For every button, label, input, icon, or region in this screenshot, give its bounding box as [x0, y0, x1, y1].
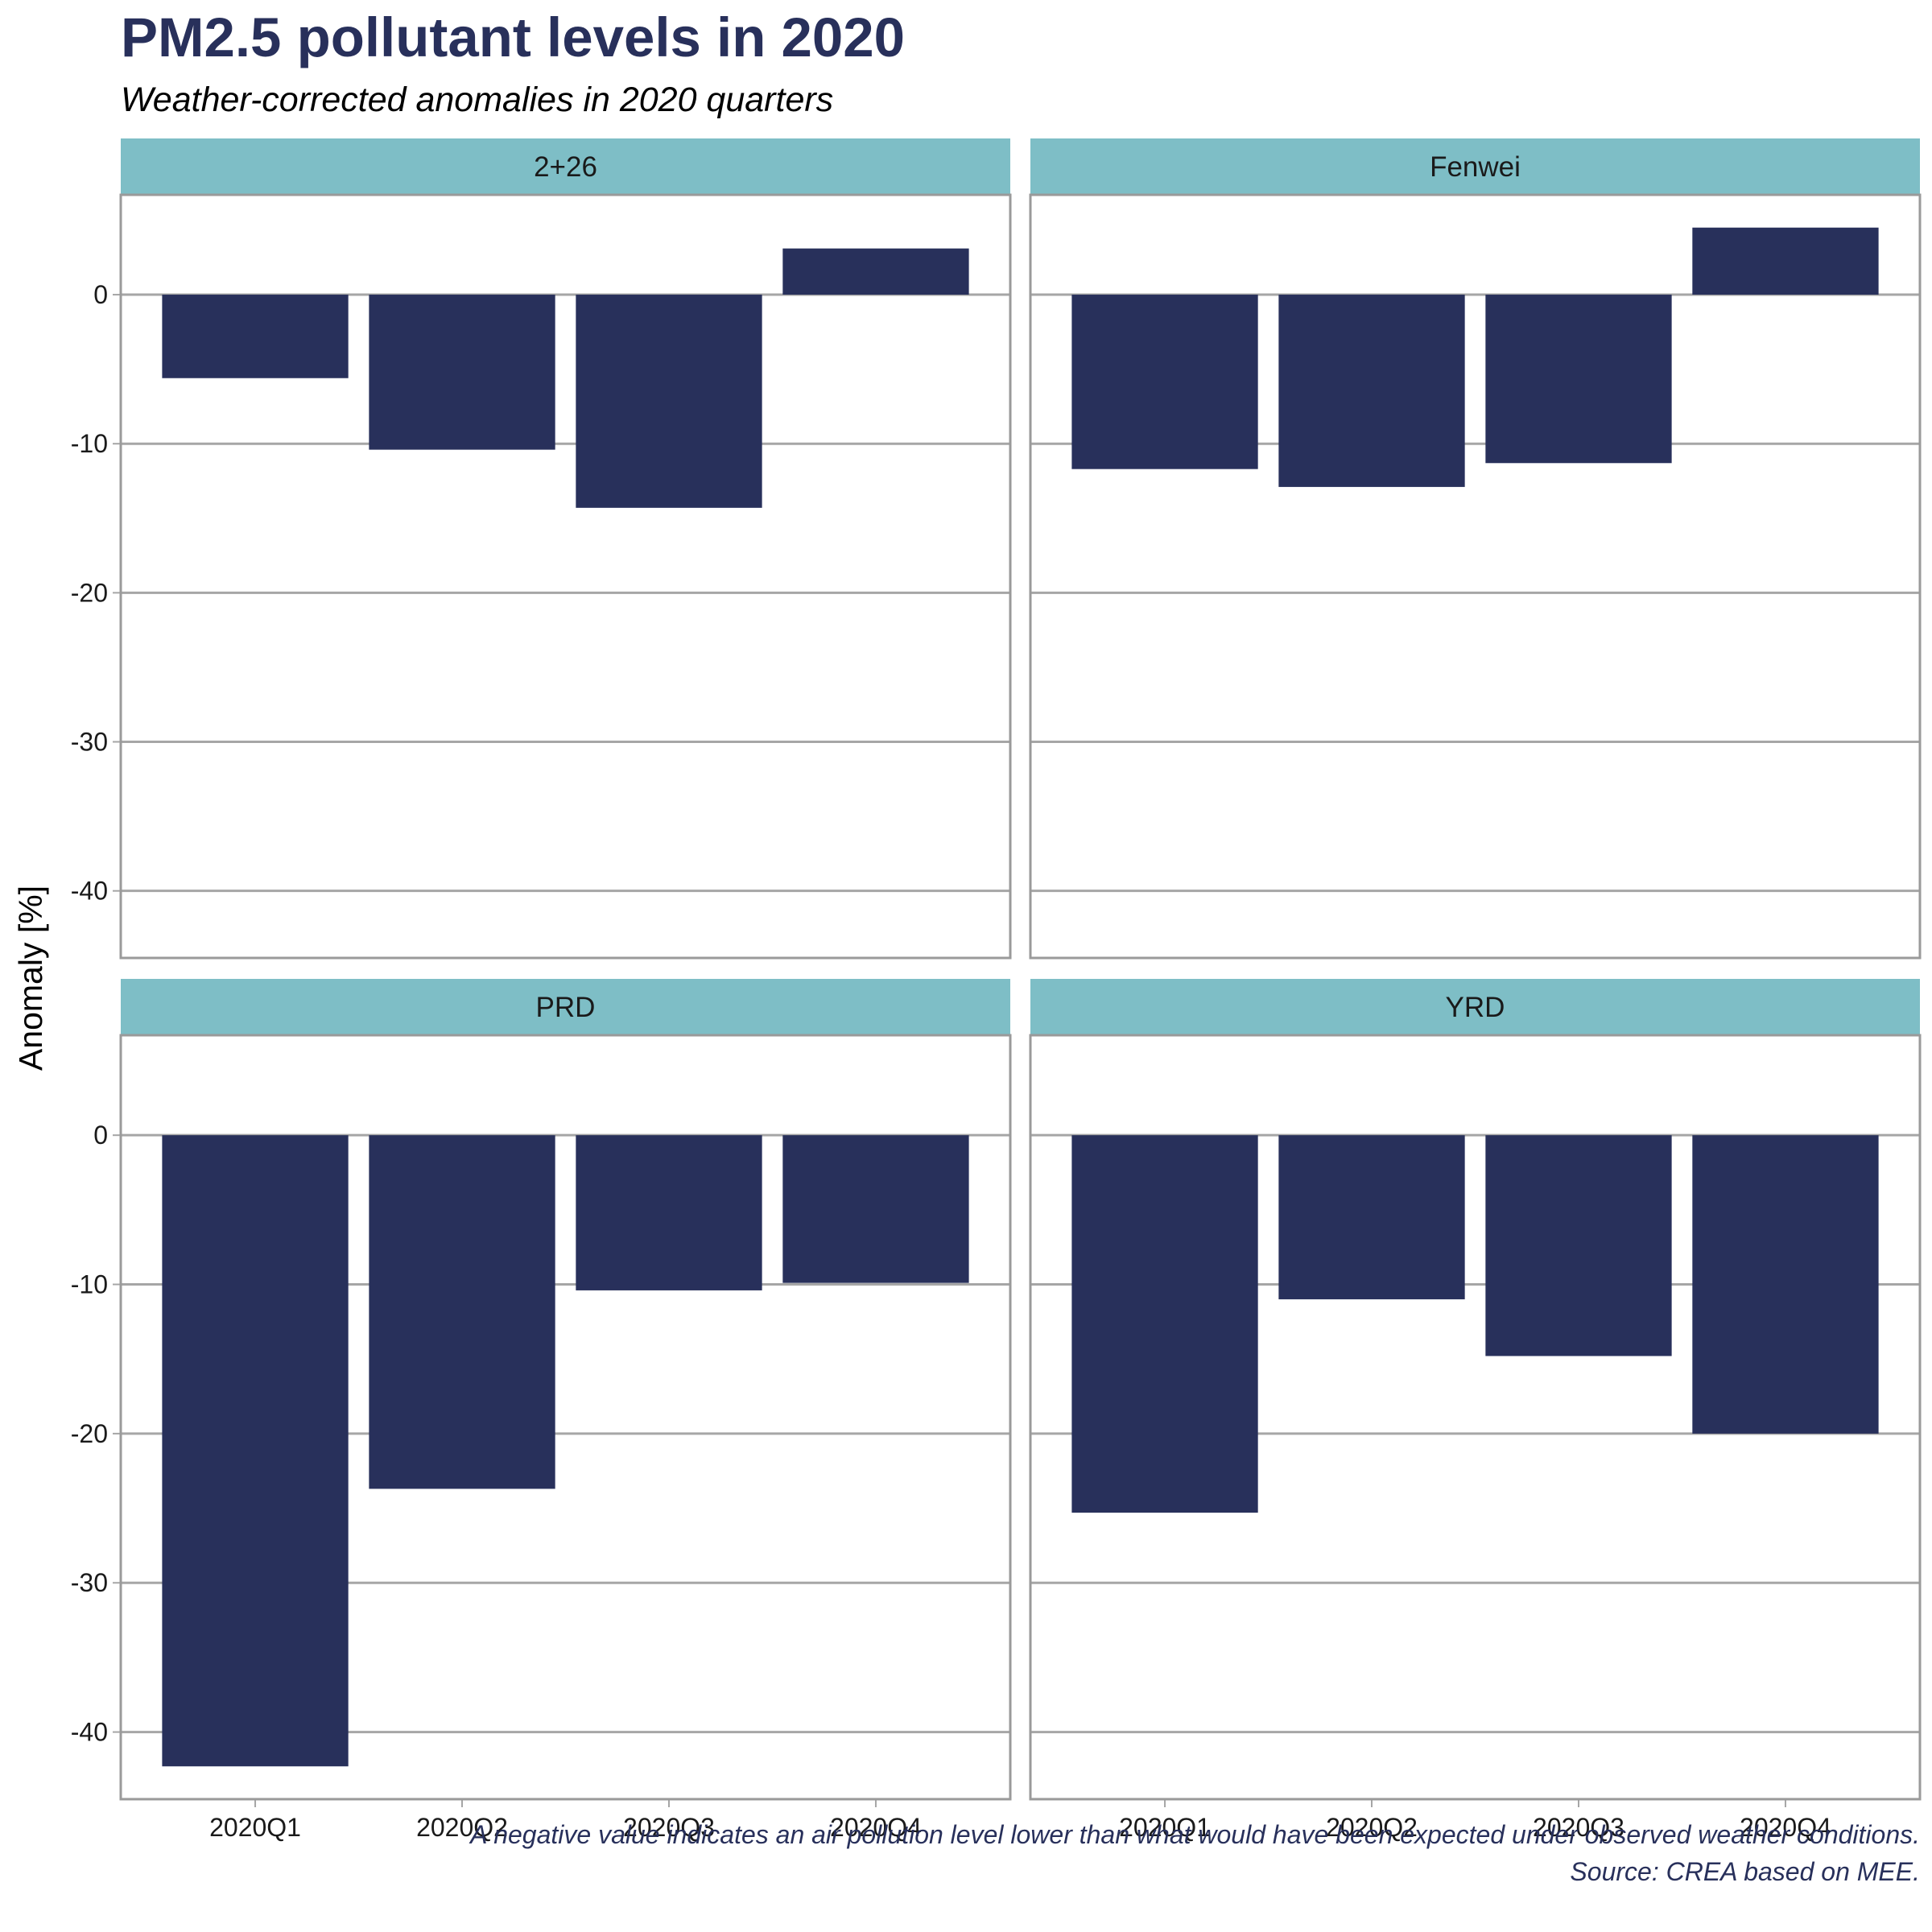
x-tick-label: 2020Q1	[1119, 1813, 1211, 1842]
facet-strip-label: Fenwei	[1430, 151, 1521, 183]
bar-prd-2020q1	[162, 1135, 349, 1767]
bar-yrd-2020q3	[1485, 1135, 1672, 1356]
x-tick-label: 2020Q3	[623, 1813, 715, 1842]
panel-border	[119, 193, 1012, 960]
bar-yrd-2020q4	[1692, 1135, 1879, 1434]
facet-strip	[121, 138, 1010, 195]
y-tick-label: -40	[71, 1718, 108, 1747]
x-tick-label: 2020Q1	[209, 1813, 301, 1842]
facet-strip	[121, 979, 1010, 1035]
facet-strip-label: 2+26	[534, 151, 597, 183]
facet-panels: 2+260-10-20-30-40FenweiPRD0-10-20-30-402…	[71, 138, 1922, 1842]
bar-prd-2020q4	[782, 1135, 969, 1283]
bar-2-26-2020q3	[576, 295, 762, 508]
y-tick-label: -10	[71, 429, 108, 458]
bar-prd-2020q2	[369, 1135, 555, 1489]
chart-title: PM2.5 pollutant levels in 2020	[121, 6, 905, 68]
y-tick-label: -40	[71, 877, 108, 906]
panel-prd: PRD 0 -10 -20 -30 -40 2020Q1 2020Q2 2020Q3 2020Q4	[71, 979, 1012, 1842]
facet-strip-label: YRD	[1446, 992, 1505, 1023]
panel-border	[1029, 193, 1922, 960]
chart-subtitle: Weather-corrected anomalies in 2020 quar…	[121, 80, 833, 119]
panel-border	[119, 1034, 1012, 1801]
x-tick-label: 2020Q4	[830, 1813, 922, 1842]
y-tick-label: -20	[71, 578, 108, 607]
panel-border	[1029, 1034, 1922, 1801]
panel-2-26: 2+26 0 -10 -20 -30 -40	[71, 138, 1012, 960]
x-tick-label: 2020Q4	[1740, 1813, 1831, 1842]
y-tick-label: -10	[71, 1270, 108, 1299]
y-tick-label: -30	[71, 1568, 108, 1597]
bar-2-26-2020q1	[162, 295, 349, 378]
caption-source: Source: CREA based on MEE.	[1570, 1857, 1920, 1886]
y-axis-title: Anomaly [%]	[12, 886, 49, 1071]
bar-2-26-2020q4	[782, 248, 969, 295]
bar-yrd-2020q2	[1278, 1135, 1465, 1300]
y-tick-label: 0	[93, 1121, 108, 1150]
facet-strip-label: PRD	[536, 992, 596, 1023]
bar-fenwei-2020q2	[1278, 295, 1465, 487]
panel-fenwei: Fenwei	[1029, 138, 1922, 960]
bar-yrd-2020q1	[1071, 1135, 1258, 1513]
y-tick-label: -20	[71, 1419, 108, 1448]
bar-fenwei-2020q1	[1071, 295, 1258, 469]
facet-strip	[1030, 979, 1920, 1035]
y-tick-label: -30	[71, 728, 108, 757]
x-tick-label: 2020Q2	[416, 1813, 508, 1842]
facet-strip	[1030, 138, 1920, 195]
bar-2-26-2020q2	[369, 295, 555, 450]
y-tick-label: 0	[93, 280, 108, 309]
bar-fenwei-2020q4	[1692, 227, 1879, 295]
bar-prd-2020q3	[576, 1135, 762, 1290]
x-tick-label: 2020Q3	[1533, 1813, 1624, 1842]
bar-fenwei-2020q3	[1485, 295, 1672, 464]
panel-yrd: YRD 2020Q1 2020Q2 2020Q3 2020Q4	[1029, 979, 1922, 1842]
caption-note: A negative value indicates an air pollut…	[469, 1820, 1920, 1849]
x-tick-label: 2020Q2	[1326, 1813, 1418, 1842]
